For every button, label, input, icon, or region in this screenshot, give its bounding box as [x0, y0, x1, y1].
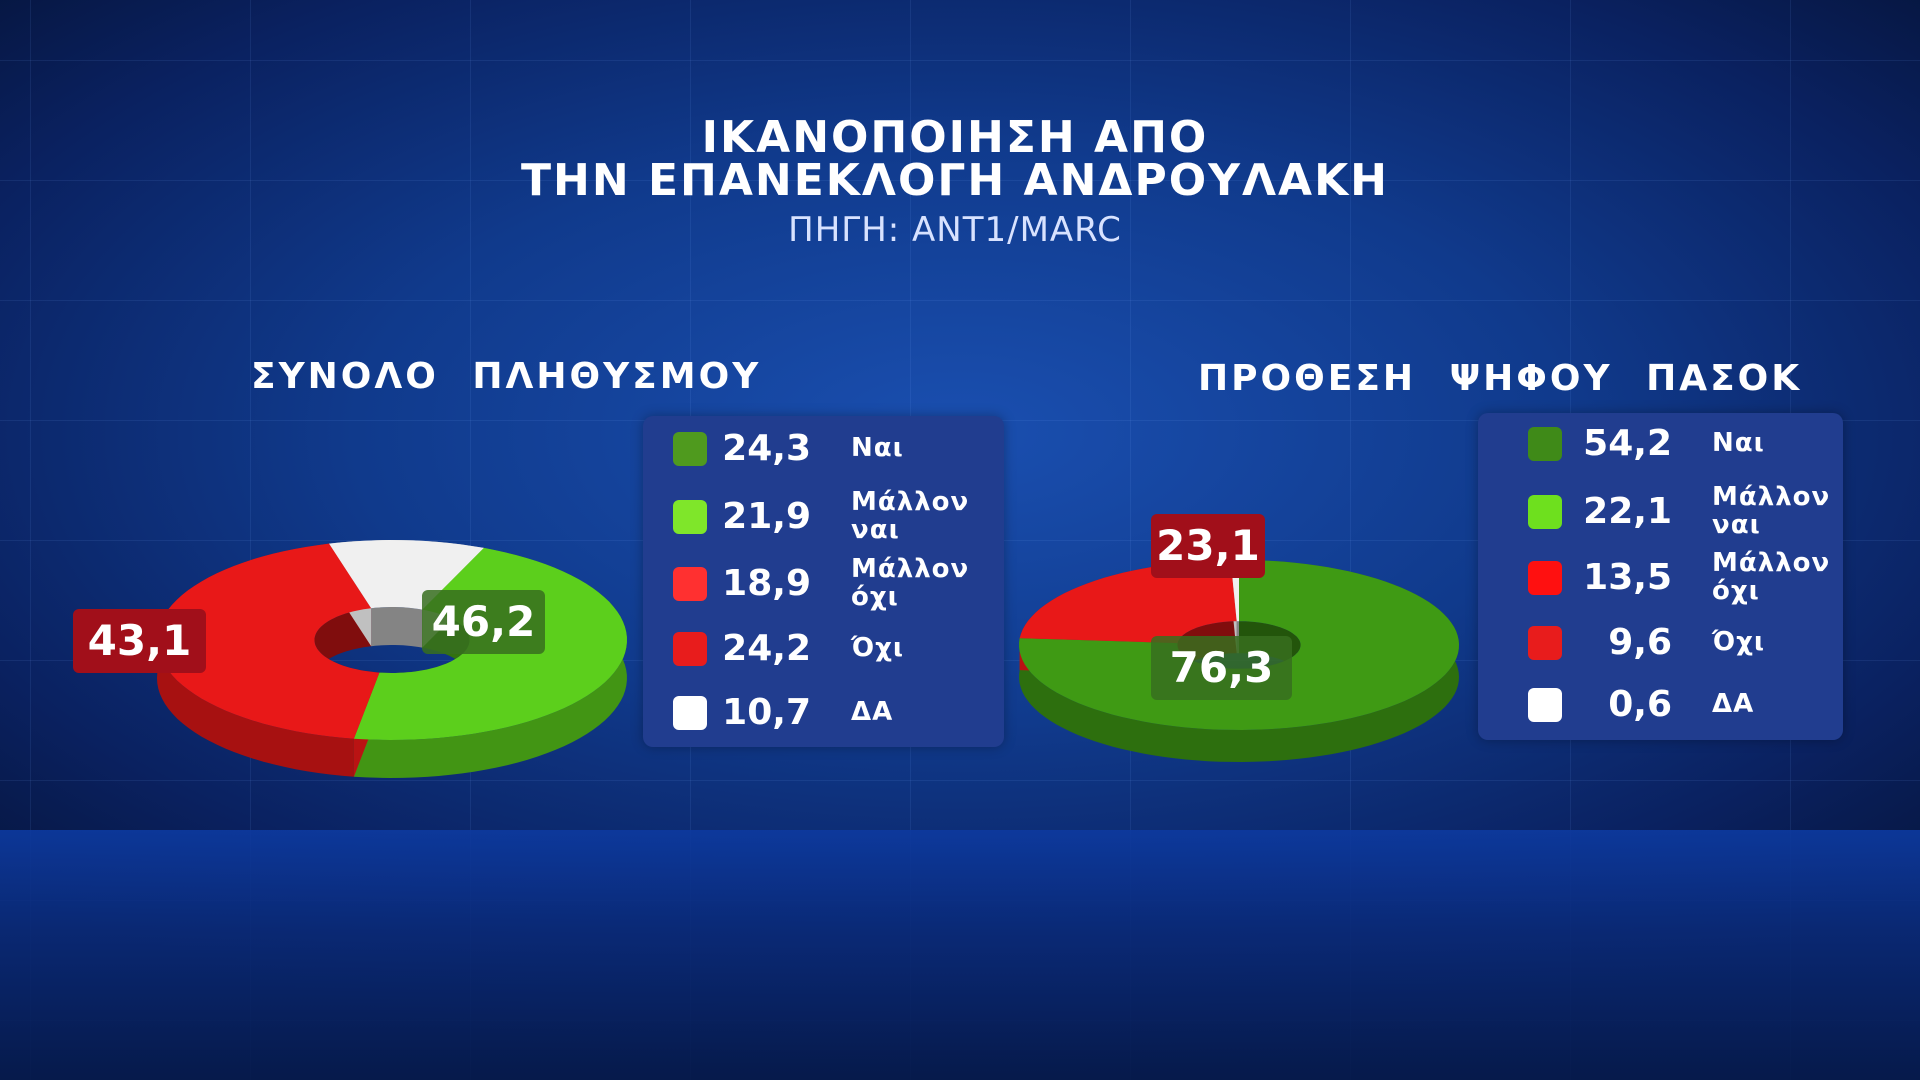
legend-value: 24,3 [722, 428, 811, 469]
legend-item: 22,1 Μάλλον ναι [1478, 483, 1843, 539]
legend-swatch [673, 696, 707, 730]
legend-label-line-1: ΔΑ [1712, 689, 1755, 719]
legend-value: 18,9 [722, 563, 811, 604]
legend-value: 21,9 [722, 496, 811, 537]
legend-label-line-1: Μάλλον [1712, 548, 1831, 578]
legend-item: 24,2 Όχι [643, 624, 1004, 674]
legend-label: Όχι [1712, 628, 1765, 656]
legend-value: 24,2 [722, 628, 811, 669]
legend-swatch [673, 500, 707, 534]
title-line-2: ΤΗΝ ΕΠΑΝΕΚΛΟΓΗ ΑΝΔΡΟΥΛΑΚΗ [521, 155, 1389, 206]
legend-item: 18,9 Μάλλον όχι [643, 555, 1004, 611]
legend-label: Ναι [851, 434, 904, 462]
legend-swatch [673, 632, 707, 666]
legend-swatch [673, 432, 707, 466]
legend-swatch [1528, 427, 1562, 461]
chart-1-title: ΣΥΝΟΛΟ ΠΛΗΘΥΣΜΟΥ [251, 356, 762, 397]
legend-label: Μάλλον όχι [1712, 549, 1830, 605]
chart-1-legend: 24,3 Ναι 21,9 Μάλλον ναι 18,9 Μάλλον όχι 24,2 Όχι… [643, 416, 1004, 747]
legend-label: Ναι [1712, 429, 1765, 457]
legend-label-line-2: όχι [1712, 576, 1760, 606]
donut-slice [329, 540, 484, 610]
donut-slice [157, 543, 380, 739]
legend-value: 13,5 [1583, 557, 1672, 598]
legend-item: 10,7 ΔΑ [643, 688, 1004, 738]
legend-item: 21,9 Μάλλον ναι [643, 488, 1004, 544]
legend-item: 24,3 Ναι [643, 424, 1004, 474]
legend-value: 22,1 [1583, 491, 1672, 532]
donut-slice [1019, 560, 1459, 730]
legend-label: Όχι [851, 634, 904, 662]
chart-1-label-green: 46,2 [422, 590, 545, 654]
legend-label-line-2: ναι [851, 515, 900, 545]
legend-item: 0,6 ΔΑ [1478, 680, 1843, 730]
legend-label-line-1: Ναι [851, 433, 904, 463]
chart-2-legend: 54,2 Ναι 22,1 Μάλλον ναι 13,5 Μάλλον όχι 9,6 Όχι 0… [1478, 413, 1843, 740]
legend-value: 0,6 [1608, 684, 1672, 725]
legend-swatch [1528, 561, 1562, 595]
background-floor [0, 830, 1920, 1080]
legend-label-line-2: όχι [851, 582, 899, 612]
legend-value: 9,6 [1608, 622, 1672, 663]
legend-label-line-1: Όχι [1712, 627, 1766, 657]
legend-label-line-1: ΔΑ [851, 697, 894, 727]
legend-label-line-1: Ναι [1712, 428, 1765, 458]
donut-slice-inner-side [371, 607, 423, 648]
legend-value: 10,7 [722, 692, 811, 733]
legend-label-line-2: ναι [1712, 510, 1761, 540]
donut-slice [1019, 560, 1237, 644]
legend-item: 9,6 Όχι [1478, 618, 1843, 668]
chart-1-label-red: 43,1 [73, 609, 206, 673]
legend-label: ΔΑ [851, 698, 893, 726]
legend-label: Μάλλον ναι [1712, 483, 1830, 539]
legend-value: 54,2 [1583, 423, 1672, 464]
legend-label: Μάλλον όχι [851, 555, 969, 611]
legend-label-line-1: Μάλλον [1712, 482, 1831, 512]
chart-2-title: ΠΡΟΘΕΣΗ ΨΗΦΟΥ ΠΑΣΟΚ [1198, 358, 1803, 399]
legend-label-line-1: Όχι [851, 633, 905, 663]
chart-2-label-green: 76,3 [1151, 636, 1292, 700]
legend-label: ΔΑ [1712, 690, 1754, 718]
legend-swatch [1528, 495, 1562, 529]
legend-swatch [673, 567, 707, 601]
source-label: ΠΗΓΗ: ANT1/MARC [788, 210, 1122, 250]
chart-2-label-red: 23,1 [1151, 514, 1265, 578]
legend-swatch [1528, 626, 1562, 660]
legend-label-line-1: Μάλλον [851, 554, 970, 584]
title-line-1: ΙΚΑΝΟΠΟΙΗΣΗ ΑΠΟ [701, 112, 1209, 163]
legend-item: 54,2 Ναι [1478, 419, 1843, 469]
legend-item: 13,5 Μάλλον όχι [1478, 549, 1843, 605]
legend-label: Μάλλον ναι [851, 488, 969, 544]
legend-label-line-1: Μάλλον [851, 487, 970, 517]
legend-swatch [1528, 688, 1562, 722]
